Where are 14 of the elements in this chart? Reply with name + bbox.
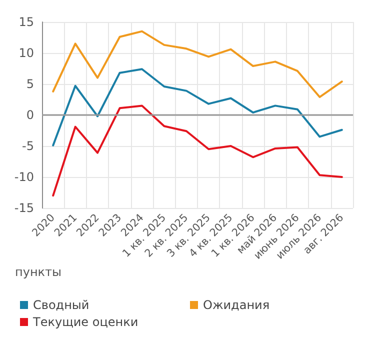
y-tick-label: 15 — [18, 15, 34, 29]
y-tick-label: 0 — [26, 108, 34, 122]
line-series — [52, 30, 343, 98]
y-tick-label: -15 — [14, 201, 34, 215]
y-tick-label: -10 — [14, 170, 34, 184]
line-series — [52, 104, 343, 197]
legend-label: Сводный — [33, 298, 90, 312]
y-tick-label: 10 — [18, 46, 34, 60]
legend-label: Ожидания — [203, 298, 270, 312]
y-tick-label: 5 — [26, 77, 34, 91]
text: пункты — [15, 265, 62, 279]
legend-label: Текущие оценки — [32, 315, 138, 329]
line-series — [52, 68, 343, 146]
y-tick-label: -5 — [22, 139, 34, 153]
